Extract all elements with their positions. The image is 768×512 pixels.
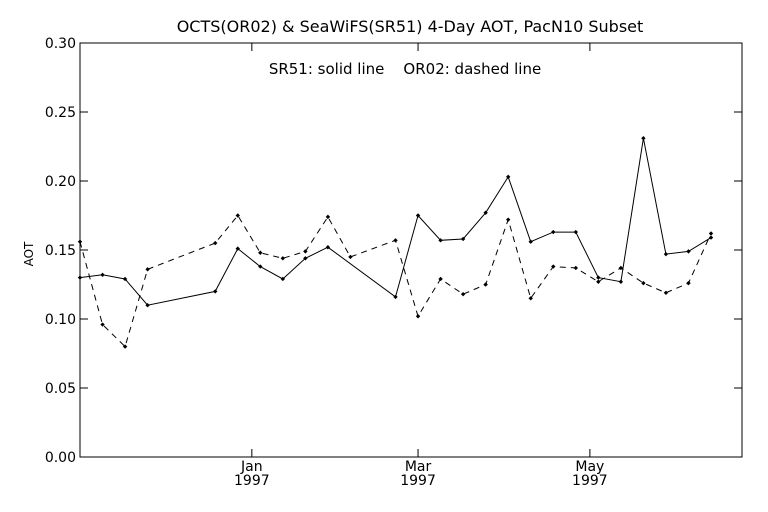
- data-point-sr51: [551, 229, 556, 235]
- data-point-or02: [686, 280, 691, 286]
- data-point-sr51: [686, 249, 691, 254]
- data-point-sr51: [235, 246, 240, 251]
- data-point-sr51: [122, 276, 128, 282]
- x-tick-month: Mar: [405, 459, 432, 475]
- data-point-sr51: [483, 210, 488, 215]
- data-point-or02: [100, 322, 105, 327]
- data-point-sr51: [280, 276, 286, 282]
- y-axis-label: AOT: [22, 241, 36, 266]
- data-point-sr51: [393, 294, 398, 300]
- data-point-sr51: [145, 303, 150, 308]
- data-point-sr51: [460, 236, 466, 242]
- data-point-or02: [528, 296, 533, 301]
- data-point-sr51: [505, 174, 511, 180]
- data-point-sr51: [618, 279, 624, 284]
- x-tick-month: Jan: [240, 459, 263, 475]
- x-tick-year: 1997: [400, 473, 436, 489]
- x-tick-month: May: [575, 459, 604, 475]
- data-point-or02: [505, 217, 511, 222]
- data-point-or02: [573, 265, 578, 271]
- legend-annotation: SR51: solid line OR02: dashed line: [269, 60, 541, 78]
- data-point-or02: [663, 290, 669, 295]
- data-point-or02: [280, 256, 286, 261]
- series-layer: [77, 136, 714, 349]
- plot-frame: [79, 42, 743, 458]
- data-point-sr51: [596, 275, 601, 280]
- x-tick-year: 1997: [234, 473, 270, 489]
- data-point-sr51: [213, 289, 218, 294]
- data-point-sr51: [100, 272, 105, 278]
- data-point-or02: [415, 314, 421, 319]
- y-tick-label: 0.05: [45, 381, 76, 397]
- y-tick-label: 0.10: [45, 312, 76, 328]
- data-point-or02: [258, 250, 263, 255]
- data-point-sr51: [573, 229, 578, 235]
- data-point-or02: [596, 279, 601, 284]
- data-point-sr51: [77, 275, 83, 280]
- data-point-or02: [460, 291, 466, 297]
- data-point-sr51: [303, 256, 308, 261]
- y-tick-label: 0.25: [45, 105, 76, 121]
- data-point-or02: [77, 239, 83, 244]
- chart-title: OCTS(OR02) & SeaWiFS(SR51) 4-Day AOT, Pa…: [177, 17, 644, 36]
- data-point-or02: [438, 276, 443, 282]
- y-tick-label: 0.00: [45, 450, 76, 466]
- data-point-sr51: [258, 264, 263, 269]
- data-point-sr51: [415, 213, 421, 218]
- x-tick-year: 1997: [572, 473, 608, 489]
- data-point-or02: [483, 282, 488, 287]
- data-point-sr51: [708, 235, 714, 240]
- data-point-sr51: [438, 238, 443, 243]
- y-tick-label: 0.30: [45, 36, 76, 52]
- data-point-or02: [708, 231, 714, 236]
- y-tick-label: 0.15: [45, 243, 76, 259]
- data-point-or02: [393, 238, 398, 243]
- data-point-or02: [235, 213, 240, 218]
- data-point-or02: [618, 265, 624, 271]
- series-line-or02: [79, 214, 712, 348]
- data-point-or02: [325, 214, 331, 220]
- data-point-sr51: [528, 239, 533, 244]
- data-point-sr51: [325, 245, 331, 250]
- y-tick-label: 0.20: [45, 174, 76, 190]
- data-point-or02: [213, 240, 218, 246]
- data-point-sr51: [663, 251, 669, 257]
- y-axis: 0.00 0.05 0.10 0.15 0.20 0.25 0.30: [45, 36, 742, 466]
- data-point-or02: [145, 267, 150, 272]
- data-point-or02: [348, 254, 353, 260]
- data-point-or02: [641, 280, 646, 286]
- data-point-or02: [303, 249, 308, 254]
- data-point-or02: [551, 264, 556, 269]
- data-point-sr51: [641, 136, 646, 141]
- data-point-or02: [122, 344, 128, 349]
- series-line-sr51: [79, 138, 712, 306]
